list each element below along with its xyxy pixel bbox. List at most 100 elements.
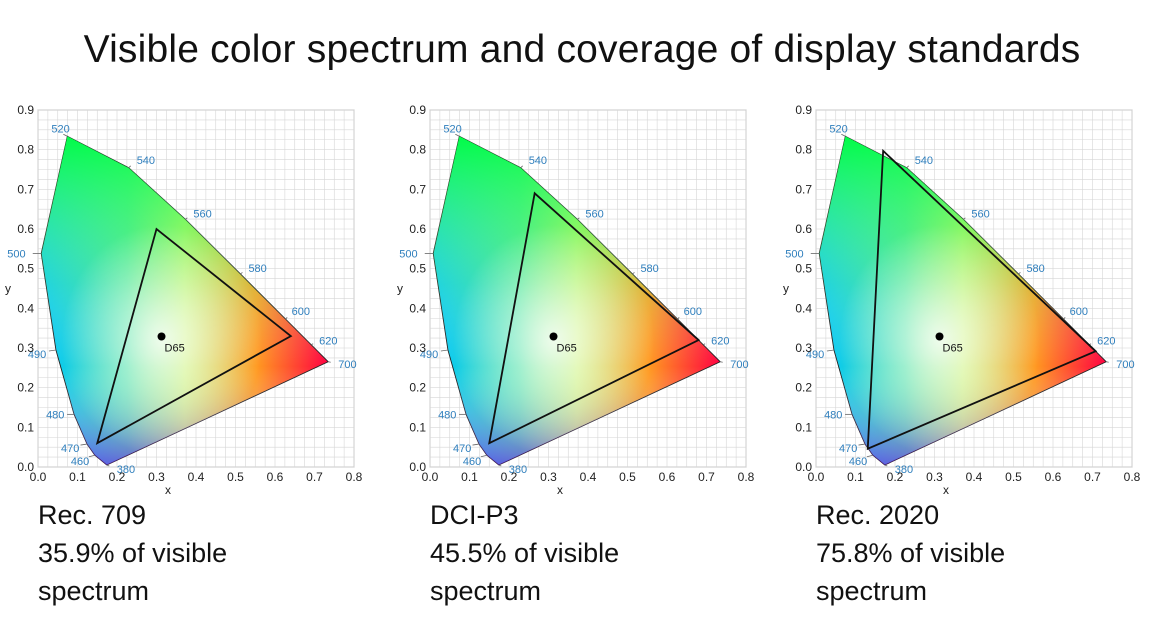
x-tick-label: 0.4: [966, 470, 983, 484]
chart-panel-dcip3: 380 460 470 480 490 500 520 540 560 580 600 620 700 D…: [392, 98, 772, 618]
y-axis-label: y: [5, 281, 11, 295]
wavelength-label: 380: [509, 464, 527, 476]
wavelength-label: 700: [730, 359, 748, 371]
wavelength-label: 620: [1097, 336, 1115, 348]
x-tick-label: 0.8: [738, 470, 755, 484]
x-tick-label: 0.1: [69, 470, 86, 484]
x-tick-label: 0.7: [306, 470, 323, 484]
wavelength-label: 580: [1026, 263, 1044, 275]
y-axis-label: y: [397, 281, 403, 295]
wavelength-label: 580: [640, 263, 658, 275]
x-tick-label: 0.0: [422, 470, 439, 484]
y-tick-label: 0.1: [795, 420, 812, 434]
y-tick-label: 0.2: [795, 381, 812, 395]
white-point-marker: [935, 332, 944, 341]
wavelength-tick: [826, 349, 834, 352]
wavelength-tick: [106, 464, 110, 467]
y-tick-label: 0.5: [409, 262, 426, 276]
wavelength-label: 560: [585, 208, 603, 220]
y-tick-label: 0.0: [409, 460, 426, 474]
spectral-locus-white: [41, 136, 329, 466]
wavelength-tick: [48, 349, 56, 352]
wavelength-label: 540: [529, 155, 547, 167]
y-tick-label: 0.3: [409, 341, 426, 355]
white-point-marker: [549, 332, 558, 341]
y-tick-label: 0.7: [17, 182, 34, 196]
spectral-locus-white: [819, 136, 1107, 466]
y-axis-label: y: [783, 281, 789, 295]
wavelength-label: 490: [806, 349, 824, 361]
y-tick-label: 0.0: [795, 460, 812, 474]
y-tick-label: 0.0: [17, 460, 34, 474]
wavelength-tick: [1106, 361, 1109, 363]
wavelength-label: 480: [824, 409, 842, 421]
y-tick-label: 0.1: [17, 420, 34, 434]
wavelength-tick: [1018, 272, 1021, 275]
wavelength-tick: [310, 343, 314, 346]
x-tick-label: 0.8: [346, 470, 363, 484]
wavelength-label: 480: [438, 409, 456, 421]
wavelength-tick: [858, 443, 866, 446]
wavelength-label: 380: [895, 464, 913, 476]
wavelength-label: 540: [915, 155, 933, 167]
wavelength-tick: [577, 217, 580, 220]
wavelength-tick: [63, 133, 68, 137]
x-tick-label: 0.3: [926, 470, 943, 484]
wavelength-tick: [88, 454, 95, 458]
wavelength-label: 470: [839, 443, 857, 455]
wavelength-label: 490: [28, 349, 46, 361]
y-tick-label: 0.8: [409, 143, 426, 157]
wavelength-tick: [285, 317, 288, 320]
y-tick-label: 0.7: [409, 182, 426, 196]
wavelength-tick: [884, 464, 888, 467]
wavelength-label: 460: [849, 456, 867, 468]
wavelength-label: 500: [7, 248, 25, 260]
coverage-text: 35.9% of visible spectrum: [38, 538, 228, 606]
x-tick-label: 0.4: [188, 470, 205, 484]
wavelength-tick: [702, 343, 706, 346]
x-tick-label: 0.1: [847, 470, 864, 484]
wavelength-label: 700: [338, 359, 356, 371]
x-tick-label: 0.2: [887, 470, 904, 484]
y-tick-label: 0.3: [17, 341, 34, 355]
wavelength-label: 460: [71, 456, 89, 468]
spectral-locus-white: [433, 136, 721, 466]
wavelength-tick: [480, 454, 487, 458]
wavelength-label: 560: [193, 208, 211, 220]
x-axis-label: x: [165, 483, 171, 497]
coverage-text: 45.5% of visible spectrum: [430, 538, 620, 606]
wavelength-label: 470: [453, 443, 471, 455]
y-tick-label: 0.2: [409, 381, 426, 395]
y-tick-label: 0.8: [795, 143, 812, 157]
white-point-label: D65: [943, 342, 963, 354]
wavelength-label: 470: [61, 443, 79, 455]
x-tick-label: 0.3: [540, 470, 557, 484]
wavelength-tick: [866, 454, 873, 458]
wavelength-label: 520: [51, 123, 69, 135]
wavelength-tick: [677, 317, 680, 320]
x-tick-label: 0.5: [227, 470, 244, 484]
wavelength-label: 490: [420, 349, 438, 361]
x-tick-label: 0.5: [619, 470, 636, 484]
chart-panel-rec709: 380 460 470 480 490 500 520 540 560 580 600 620 700 D…: [0, 98, 380, 618]
x-tick-label: 0.5: [1005, 470, 1022, 484]
wavelength-label: 480: [46, 409, 64, 421]
wavelength-label: 540: [137, 155, 155, 167]
standard-name: Rec. 2020: [816, 500, 940, 530]
wavelength-tick: [720, 361, 723, 363]
y-tick-label: 0.4: [17, 301, 34, 315]
chart-panel-rec2020: 380 460 470 480 490 500 520 540 560 580 600 620 700 D…: [778, 98, 1158, 618]
wavelength-label: 600: [292, 306, 310, 318]
y-tick-label: 0.6: [409, 222, 426, 236]
wavelength-label: 500: [399, 248, 417, 260]
caption-rec2020: Rec. 2020 75.8% of visible spectrum: [816, 496, 1146, 610]
wavelength-label: 460: [463, 456, 481, 468]
wavelength-tick: [963, 217, 966, 220]
x-tick-label: 0.7: [698, 470, 715, 484]
wavelength-label: 560: [971, 208, 989, 220]
y-tick-label: 0.4: [795, 301, 812, 315]
x-tick-label: 0.7: [1084, 470, 1101, 484]
caption-rec709: Rec. 709 35.9% of visible spectrum: [38, 496, 368, 610]
